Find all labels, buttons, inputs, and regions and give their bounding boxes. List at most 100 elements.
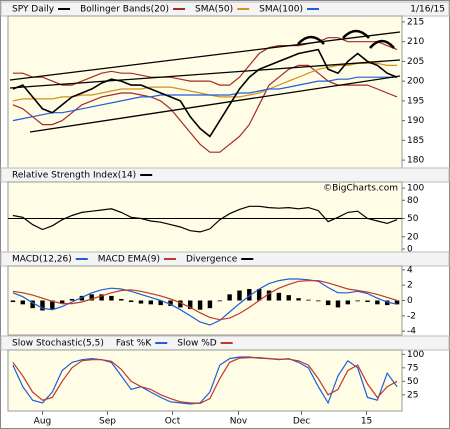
panel: Relative Strength Index(14) ©BigCharts.co… — [0, 167, 450, 254]
legend-label: Slow %D — [177, 339, 216, 349]
y-tick-label: 0 — [407, 244, 413, 254]
legend-label: MACD(12,26) — [12, 255, 72, 265]
y-tick-label: -4 — [407, 327, 416, 337]
y-tick-label: 215 — [407, 17, 424, 27]
divergence-bar — [217, 300, 222, 302]
divergence-bar — [188, 300, 193, 309]
y-tick-label: -2 — [407, 311, 416, 321]
legend-label: SMA(100) — [259, 5, 303, 15]
y-tick-label: 80 — [407, 196, 419, 206]
panel-title: Slow Stochastic(5,5) — [12, 339, 104, 349]
legend-label: Fast %K — [116, 339, 152, 349]
divergence-bar — [30, 300, 35, 309]
legend-label: Bollinger Bands(20) — [80, 5, 169, 15]
legend-label: Divergence — [186, 255, 238, 265]
divergence-bar — [59, 300, 65, 304]
divergence-bar — [148, 300, 154, 305]
divergence-bar — [345, 300, 351, 305]
panel: SPY Daily Bollinger Bands(20) SMA(50) SMA(1… — [0, 1, 450, 169]
y-tick-label: 200 — [407, 77, 424, 87]
y-tick-label: 50 — [407, 214, 419, 224]
y-tick-label: 0 — [407, 296, 413, 306]
top-arc — [342, 29, 370, 39]
trend-line — [29, 75, 401, 133]
divergence-bar — [237, 290, 242, 301]
legend-label: MACD EMA(9) — [98, 255, 160, 265]
panel: MACD(12,26) MACD EMA(9) Divergence 4 2 0 -2 -4 — [0, 251, 450, 337]
divergence-bar — [335, 300, 341, 308]
series-line — [12, 48, 398, 138]
plot-area — [7, 15, 403, 169]
divergence-bar — [168, 300, 173, 306]
divergence-bar — [207, 300, 213, 309]
series-line — [12, 278, 398, 326]
top-arc — [369, 39, 395, 49]
y-tick-label: 205 — [407, 57, 424, 67]
divergence-bar — [296, 298, 301, 301]
plot-area — [7, 265, 403, 336]
y-tick-label: 100 — [407, 184, 424, 194]
series-line — [12, 76, 398, 122]
y-tick-label: 180 — [407, 156, 424, 166]
y-tick-label: 4 — [407, 265, 413, 275]
date-label: 1/16/15 — [410, 5, 445, 15]
divergence-bar — [20, 300, 25, 305]
divergence-bar — [325, 300, 331, 306]
x-tick-label: Sep — [99, 417, 116, 427]
divergence-bar — [10, 300, 16, 303]
divergence-bar — [385, 300, 390, 306]
divergence-bar — [79, 295, 85, 301]
series-line — [12, 62, 398, 102]
x-tick-label: 15 — [361, 417, 372, 427]
series-line — [12, 205, 398, 233]
y-tick-label: 20 — [407, 232, 419, 242]
divergence-bar — [266, 290, 272, 301]
divergence-bar — [128, 300, 134, 303]
divergence-bar — [286, 295, 291, 301]
series-line — [12, 356, 398, 405]
divergence-bar — [109, 295, 114, 301]
divergence-bar — [178, 300, 183, 308]
y-tick-label: 50 — [407, 377, 419, 387]
y-tick-label: 2 — [407, 281, 413, 291]
divergence-bar — [316, 300, 321, 302]
legend-label: SMA(50) — [195, 5, 233, 15]
x-tick-label: Nov — [230, 417, 248, 427]
legend-label: SPY Daily — [12, 5, 55, 15]
plot-area — [7, 181, 403, 253]
divergence-bar — [197, 300, 203, 310]
divergence-bar — [355, 300, 360, 302]
y-tick-label: 190 — [407, 116, 424, 126]
divergence-bar — [227, 294, 232, 301]
divergence-bar — [394, 300, 400, 305]
divergence-bar — [158, 300, 163, 306]
watermark: ©BigCharts.com — [323, 184, 398, 194]
divergence-bar — [40, 300, 45, 311]
x-tick-label: Oct — [165, 417, 181, 427]
divergence-bar — [247, 289, 252, 301]
legend-label: Relative Strength Index(14) — [12, 171, 136, 181]
panel: Slow Stochastic(5,5) Fast %K Slow %D 100 75 5… — [0, 335, 450, 427]
divergence-bar — [276, 292, 282, 301]
y-tick-label: 195 — [407, 96, 424, 106]
x-tick-label: Aug — [34, 417, 52, 427]
trend-line — [9, 31, 401, 81]
divergence-bar — [119, 298, 124, 301]
divergence-bar — [256, 289, 262, 301]
divergence-bar — [50, 300, 55, 309]
y-tick-label: 25 — [407, 390, 418, 400]
trend-annotations — [9, 29, 401, 133]
divergence-bar — [306, 299, 311, 301]
divergence-bar — [365, 300, 370, 303]
top-arc — [297, 35, 325, 45]
divergence-bar — [69, 298, 75, 301]
divergence-bar — [375, 300, 380, 305]
y-tick-label: 100 — [407, 350, 424, 360]
divergence-bar — [138, 300, 144, 304]
series-line — [12, 280, 398, 321]
y-tick-label: 210 — [407, 37, 424, 47]
y-tick-label: 185 — [407, 136, 424, 146]
series-line — [12, 64, 398, 153]
